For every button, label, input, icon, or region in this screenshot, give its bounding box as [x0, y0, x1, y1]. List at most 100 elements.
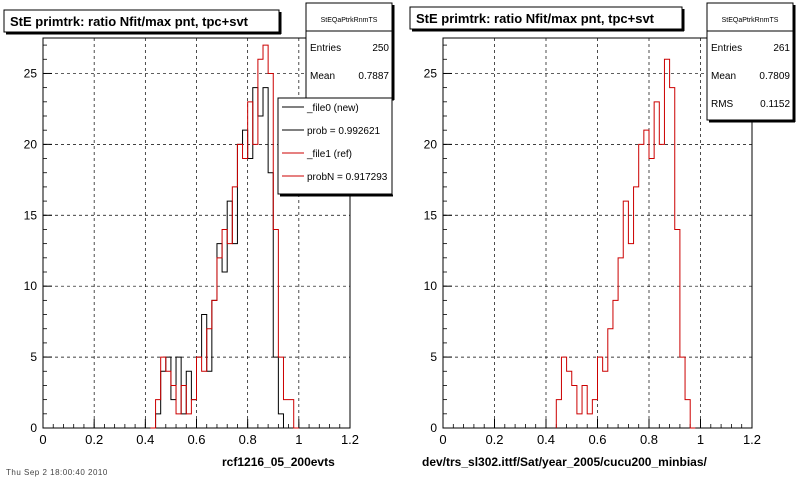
histogram-bin	[176, 356, 181, 358]
x-tick-label: 0.6	[588, 432, 606, 447]
histogram-bin	[222, 271, 227, 273]
histogram-bin	[273, 356, 278, 358]
legend-label: _file1 (ref)	[306, 149, 352, 160]
histogram-bin	[680, 356, 685, 358]
histogram-bin	[618, 257, 623, 259]
histogram-bin	[186, 370, 191, 372]
legend-box	[277, 97, 393, 195]
histogram-bin	[212, 299, 217, 301]
histogram-bin	[191, 399, 196, 401]
histogram-bin	[608, 328, 613, 330]
histogram-bin	[634, 186, 639, 188]
y-tick-label: 5	[430, 350, 437, 364]
histogram-bin	[649, 158, 654, 160]
stats-box	[706, 2, 794, 121]
x-tick-label: 1	[697, 432, 704, 447]
histogram-panel-2: 0 0.2 0.4 0.6 0.8 1 1.2 0 5 10 15 20 25 StE primtrk: …	[409, 2, 796, 469]
stats-title: StEQaPtrkRnmTS	[321, 17, 378, 24]
histogram-series-2	[150, 44, 299, 429]
histogram-bin	[161, 370, 166, 372]
stats-value: 0.7809	[759, 71, 790, 82]
x-axis-label: dev/trs_sl302.ittf/Sat/year_2005/cucu200…	[422, 455, 707, 469]
histogram-bin	[156, 399, 161, 401]
y-tick-label: 10	[24, 279, 38, 293]
histogram-bin	[582, 384, 587, 386]
histogram-bin	[227, 243, 232, 245]
histogram-bin	[202, 314, 207, 316]
y-tick-label: 20	[424, 137, 438, 151]
histogram-bin	[603, 370, 608, 372]
histogram-bin	[577, 413, 582, 415]
histogram-bin	[227, 200, 232, 202]
histogram-bin	[263, 87, 268, 89]
histogram-bin	[572, 384, 577, 386]
x-tick-label: 1.2	[341, 432, 359, 447]
stats-label: Entries	[711, 43, 742, 54]
chart-title: StE primtrk: ratio Nfit/max pnt, tpc+svt	[10, 14, 249, 29]
histogram-bin	[268, 72, 273, 74]
x-tick-label: 1	[295, 432, 302, 447]
stats-label: RMS	[711, 99, 734, 110]
y-tick-label: 0	[430, 421, 437, 435]
histogram-bin	[628, 243, 633, 245]
x-tick-label: 0.6	[187, 432, 205, 447]
histogram-bin	[253, 87, 258, 89]
histogram-bin	[171, 384, 176, 386]
y-tick-label: 25	[424, 66, 438, 80]
stats-title: StEQaPtrkRnmTS	[722, 17, 779, 24]
legend-label: probN = 0.917293	[307, 172, 388, 183]
histogram-bin	[623, 200, 628, 202]
histogram-series-1	[555, 58, 696, 429]
x-tick-label: 0	[439, 432, 446, 447]
histogram-bin	[232, 186, 237, 188]
histogram-bin	[263, 44, 268, 46]
histogram-bin	[675, 228, 680, 230]
histogram-bin	[156, 413, 161, 415]
histogram-bin	[166, 356, 171, 358]
x-tick-label: 0	[39, 432, 46, 447]
histogram-bin	[181, 413, 186, 415]
y-tick-label: 5	[30, 350, 37, 364]
histogram-bin	[171, 399, 176, 401]
y-tick-label: 20	[24, 137, 38, 151]
histogram-bin	[654, 101, 659, 103]
histogram-bin	[556, 399, 561, 401]
histogram-bin	[289, 399, 294, 401]
x-axis-label: rcf1216_05_200evts	[222, 455, 335, 469]
title-box	[409, 6, 683, 30]
y-tick-label: 25	[24, 66, 38, 80]
x-tick-label: 0.2	[485, 432, 503, 447]
histogram-bin	[150, 427, 155, 429]
x-tick-label: 0.4	[136, 432, 154, 447]
histogram-bin	[232, 243, 237, 245]
stats-label: Mean	[711, 71, 736, 82]
histogram-bin	[268, 172, 273, 174]
y-tick-label: 0	[30, 421, 37, 435]
histogram-bin	[685, 399, 690, 401]
histogram-bin	[197, 356, 202, 358]
x-tick-label: 0.8	[640, 432, 658, 447]
stats-value: 261	[773, 43, 790, 54]
histogram-bin	[176, 413, 181, 415]
histogram-bin	[243, 158, 248, 160]
histogram-bin	[587, 413, 592, 415]
timestamp-footer: Thu Sep 2 18:00:40 2010	[6, 468, 108, 477]
histogram-bin	[278, 356, 283, 358]
histogram-bin	[283, 427, 288, 429]
histogram-bin	[670, 87, 675, 89]
stats-value: 250	[372, 43, 389, 54]
histogram-bin	[253, 143, 258, 145]
histogram-bin	[202, 370, 207, 372]
histogram-bin	[243, 129, 248, 131]
histogram-panel-1: 0 0.2 0.4 0.6 0.8 1 1.2 0 5 10 15 20 25 StE primtrk: …	[3, 2, 395, 469]
histogram-bin	[217, 257, 222, 259]
y-tick-label: 15	[24, 208, 38, 222]
x-tick-label: 0.4	[537, 432, 555, 447]
legend-label: _file0 (new)	[306, 103, 359, 114]
legend-label: prob = 0.992621	[307, 126, 381, 137]
x-tick-label: 0.2	[85, 432, 103, 447]
histogram-bin	[278, 413, 283, 415]
histogram-bin	[664, 58, 669, 60]
histogram-bin	[217, 243, 222, 245]
histogram-bin	[222, 228, 227, 230]
